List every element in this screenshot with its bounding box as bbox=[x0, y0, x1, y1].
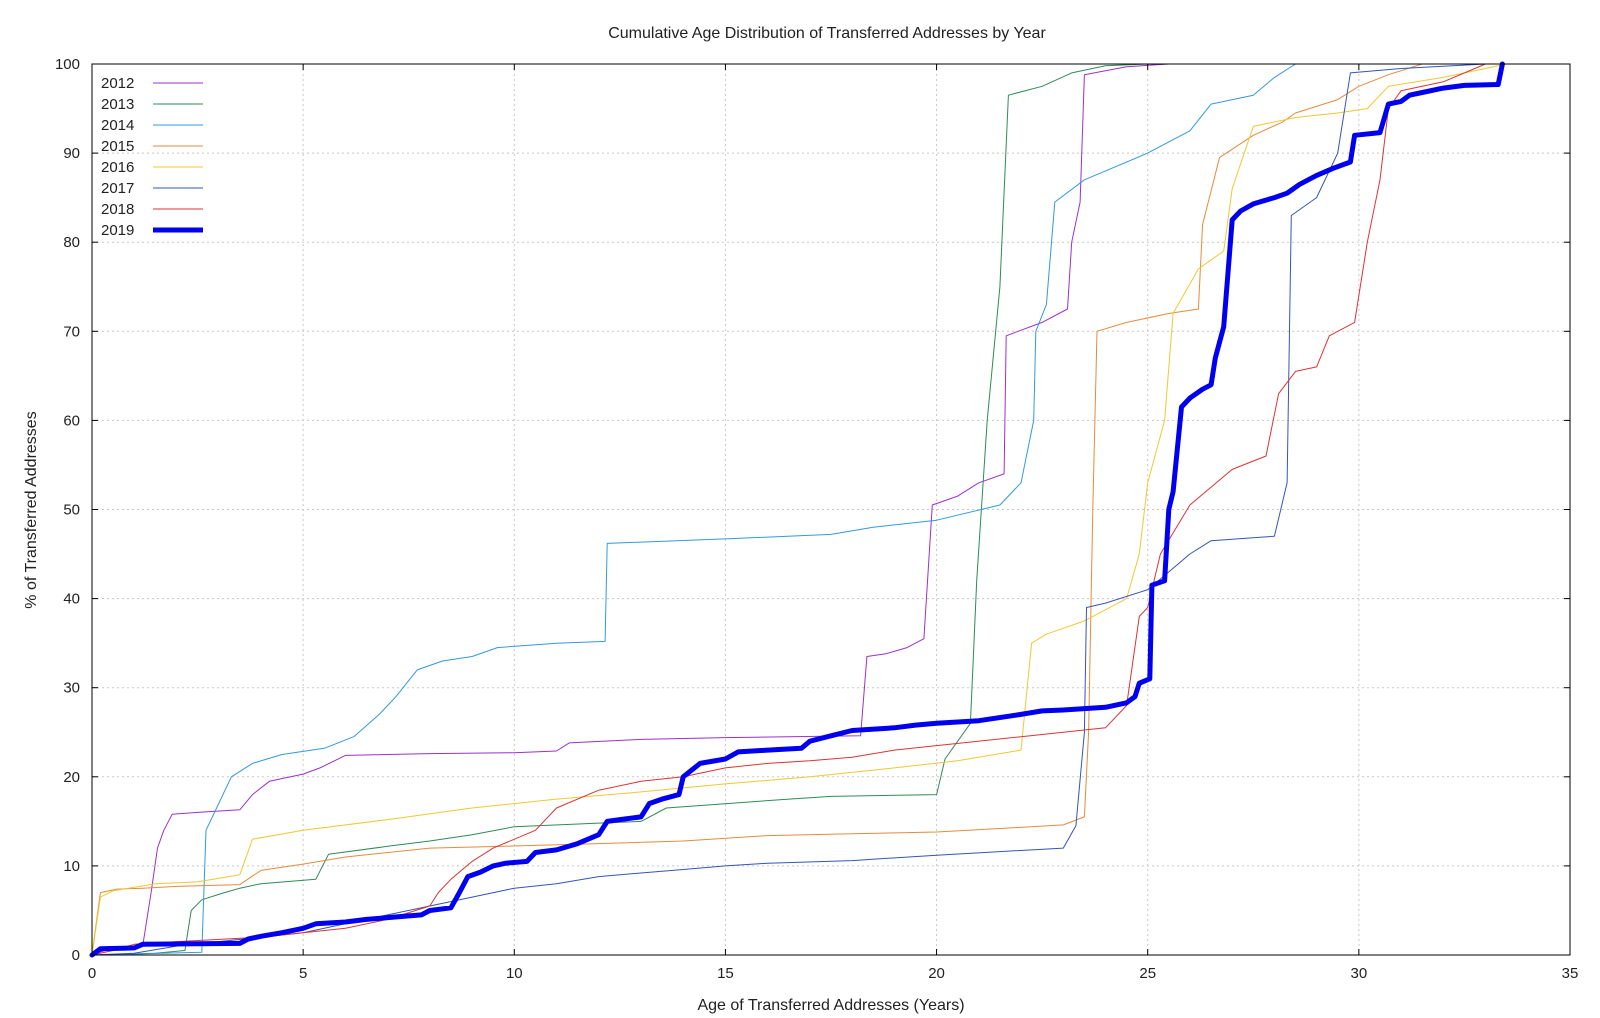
y-tick-label: 30 bbox=[63, 680, 80, 697]
chart-title: Cumulative Age Distribution of Transferr… bbox=[608, 25, 1046, 42]
y-tick-label: 20 bbox=[63, 769, 80, 786]
series-line-2014 bbox=[91, 63, 1529, 956]
y-tick-label: 90 bbox=[63, 145, 80, 162]
x-tick-label: 15 bbox=[717, 965, 734, 982]
grid-lines bbox=[92, 64, 1570, 955]
legend-label-2015: 2015 bbox=[101, 138, 134, 155]
y-tick-label: 60 bbox=[63, 412, 80, 429]
legend-label-2012: 2012 bbox=[101, 75, 134, 92]
x-axis-label: Age of Transferred Addresses (Years) bbox=[697, 997, 964, 1014]
series-line-2018 bbox=[91, 63, 1529, 956]
y-axis-label: % of Transferred Addresses bbox=[23, 411, 40, 608]
axis-ticks: 0 5 10 15 20 25 30 35 0 10 20 30 40 50 60 70 80 90 100 bbox=[55, 56, 1578, 982]
y-tick-label: 50 bbox=[63, 502, 80, 519]
x-tick-label: 5 bbox=[299, 965, 307, 982]
series-line-2019 bbox=[89, 61, 1505, 958]
x-tick-label: 0 bbox=[88, 965, 96, 982]
legend: 2012 2013 2014 2015 2016 2017 2018 2019 bbox=[101, 75, 203, 239]
x-tick-label: 20 bbox=[928, 965, 945, 982]
legend-label-2017: 2017 bbox=[101, 180, 134, 197]
y-tick-label: 70 bbox=[63, 323, 80, 340]
series-lines bbox=[89, 61, 1529, 958]
y-tick-label: 100 bbox=[55, 56, 80, 73]
legend-label-2013: 2013 bbox=[101, 96, 134, 113]
legend-label-2014: 2014 bbox=[101, 117, 134, 134]
y-tick-label: 40 bbox=[63, 591, 80, 608]
x-tick-label: 30 bbox=[1351, 965, 1368, 982]
series-line-2012 bbox=[91, 63, 1529, 956]
x-tick-label: 25 bbox=[1139, 965, 1156, 982]
legend-label-2016: 2016 bbox=[101, 159, 134, 176]
legend-label-2018: 2018 bbox=[101, 201, 134, 218]
x-tick-label: 10 bbox=[506, 965, 523, 982]
legend-label-2019: 2019 bbox=[101, 222, 134, 239]
series-line-2013 bbox=[91, 63, 1529, 956]
y-tick-label: 80 bbox=[63, 234, 80, 251]
x-tick-label: 35 bbox=[1562, 965, 1579, 982]
y-tick-label: 10 bbox=[63, 858, 80, 875]
y-tick-label: 0 bbox=[72, 947, 80, 964]
series-line-2016 bbox=[91, 63, 1529, 956]
